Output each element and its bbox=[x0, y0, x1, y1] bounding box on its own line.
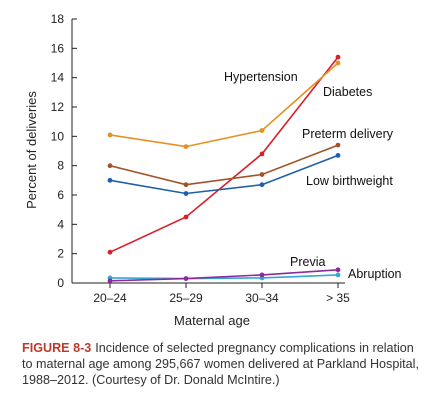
series-label: Abruption bbox=[348, 267, 402, 281]
y-tick-label: 8 bbox=[57, 159, 64, 173]
x-tick-label: 30–34 bbox=[245, 291, 279, 305]
data-point bbox=[259, 182, 265, 188]
data-point bbox=[259, 151, 265, 157]
y-tick-label: 10 bbox=[51, 129, 65, 143]
caption-text: Incidence of selected pregnancy complica… bbox=[22, 341, 419, 387]
x-tick-label: 20–24 bbox=[93, 291, 127, 305]
y-tick-label: 12 bbox=[51, 100, 65, 114]
series-line bbox=[109, 56, 339, 253]
x-tick-label: 25–29 bbox=[169, 291, 203, 305]
series-low-birthweight bbox=[107, 153, 341, 196]
series-label-layer: Hypertension Diabetes Preterm delivery Low … bbox=[224, 70, 402, 281]
figure-caption: FIGURE 8-3 Incidence of selected pregnanc… bbox=[22, 340, 422, 388]
y-tick-label: 16 bbox=[51, 41, 65, 55]
line-chart: 0 2 4 6 8 10 12 14 16 18 20–24 25–29 30–34 > 35 Hyper… bbox=[24, 12, 402, 328]
data-point bbox=[183, 182, 189, 188]
data-point bbox=[335, 142, 341, 148]
series-line bbox=[109, 154, 339, 195]
data-point bbox=[183, 214, 189, 220]
data-point bbox=[259, 272, 265, 278]
data-point bbox=[107, 163, 113, 169]
data-point bbox=[259, 172, 265, 177]
y-tick-label: 4 bbox=[57, 217, 64, 231]
data-point bbox=[183, 191, 189, 196]
data-point bbox=[259, 128, 265, 133]
data-point bbox=[183, 144, 189, 150]
series-diabetes bbox=[107, 60, 341, 150]
x-tick-label: > 35 bbox=[326, 291, 350, 305]
data-point bbox=[107, 278, 113, 284]
series-abruption bbox=[107, 267, 341, 284]
data-point bbox=[335, 272, 341, 278]
data-point bbox=[183, 276, 189, 281]
series-line bbox=[109, 62, 339, 148]
series-line bbox=[109, 144, 339, 186]
data-point bbox=[335, 54, 341, 60]
data-point bbox=[107, 177, 113, 183]
data-point bbox=[335, 60, 341, 66]
y-tick-label: 18 bbox=[51, 12, 65, 26]
series-layer bbox=[107, 54, 341, 284]
data-point bbox=[335, 153, 341, 158]
series-label: Preterm delivery bbox=[302, 127, 394, 141]
y-tick-label: 14 bbox=[51, 71, 65, 85]
data-point bbox=[107, 132, 113, 138]
y-axis-title: Percent of deliveries bbox=[24, 91, 39, 209]
series-label: Previa bbox=[290, 255, 325, 269]
series-preterm-delivery bbox=[107, 142, 341, 188]
series-hypertension bbox=[107, 54, 341, 255]
series-line bbox=[109, 274, 339, 280]
x-axis-title: Maternal age bbox=[174, 313, 250, 328]
data-point bbox=[335, 267, 341, 273]
y-tick-label: 6 bbox=[57, 188, 64, 202]
series-label: Low birthweight bbox=[306, 174, 393, 188]
y-tick-label: 0 bbox=[57, 276, 64, 290]
y-tick-label: 2 bbox=[57, 247, 64, 261]
chart-axes: 0 2 4 6 8 10 12 14 16 18 20–24 25–29 30–34 > 35 bbox=[51, 12, 351, 305]
series-line bbox=[109, 269, 339, 282]
figure-label: FIGURE 8-3 bbox=[22, 341, 92, 355]
series-label: Diabetes bbox=[323, 85, 372, 99]
data-point bbox=[107, 249, 113, 255]
series-label: Hypertension bbox=[224, 70, 298, 84]
